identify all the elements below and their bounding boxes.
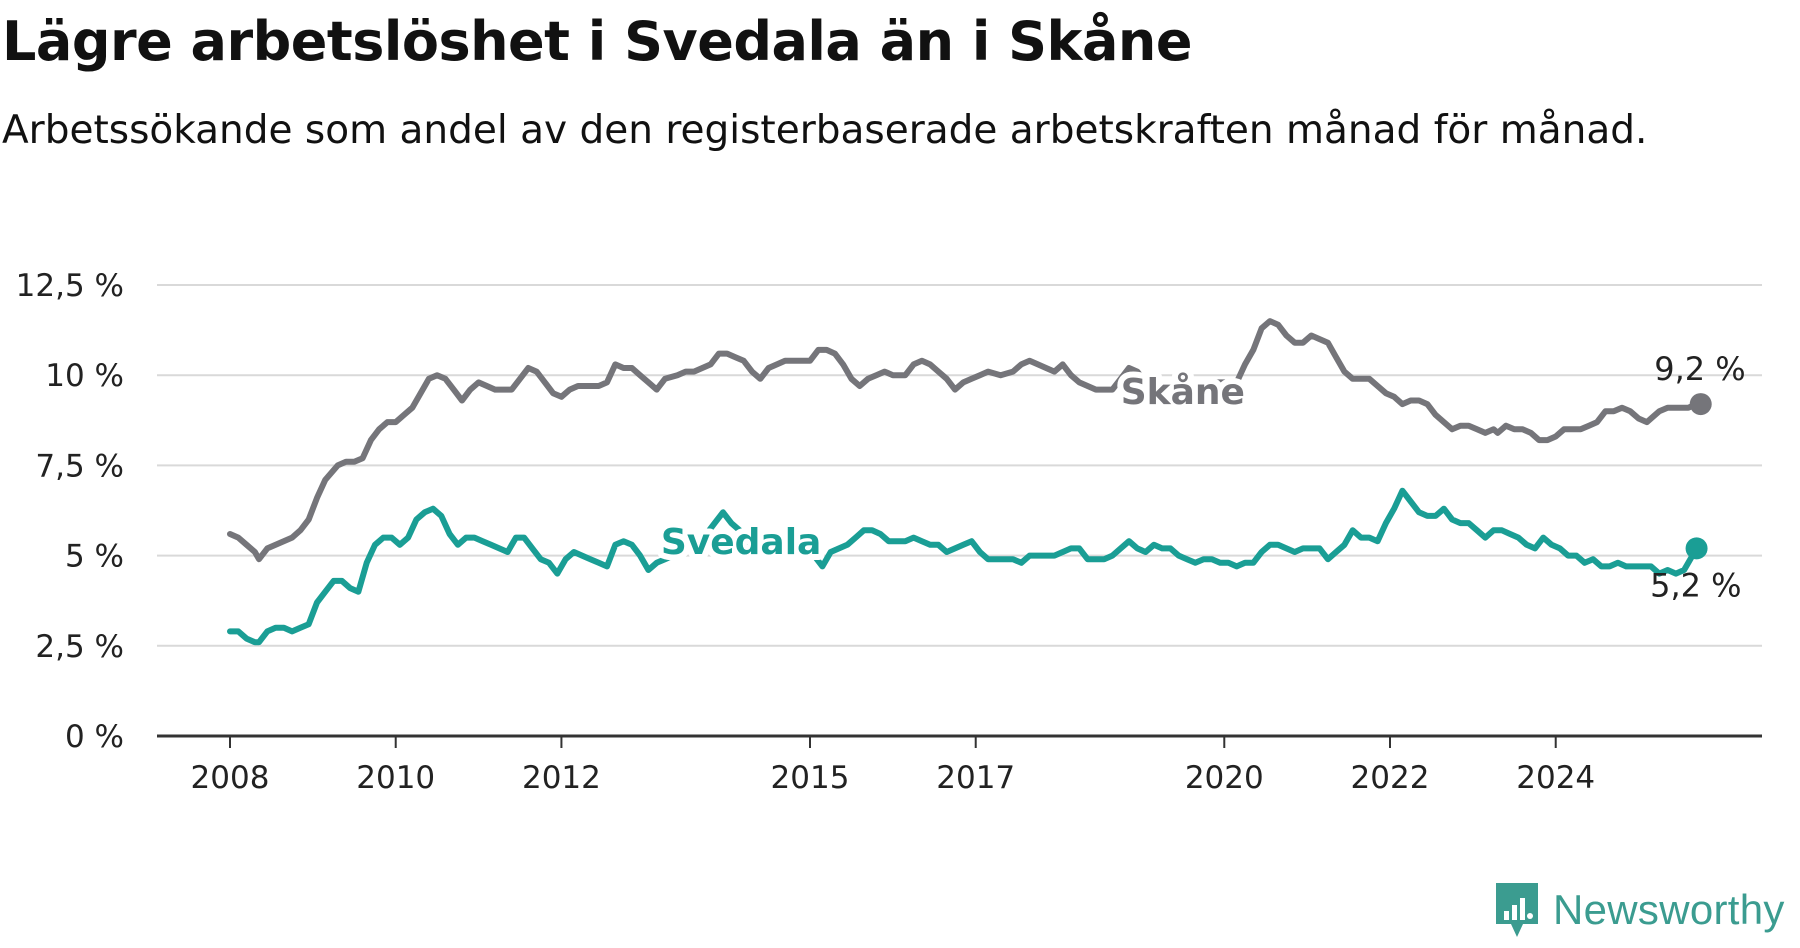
series-labels: Skåne Svedala 9,2 % 5,2 % [655,350,1746,604]
x-tick-label: 2017 [936,760,1015,796]
y-tick-label: 10 % [45,358,124,394]
x-tick-label: 2020 [1185,760,1264,796]
x-tick-label: 2022 [1351,760,1430,796]
y-tick-label: 12,5 % [16,268,124,304]
series-end-marker [1689,393,1712,416]
chart-title: Lägre arbetslöshet i Svedala än i Skåne [2,10,1192,73]
x-tick-label: 2008 [191,760,270,796]
series-line-skne [227,318,1704,563]
x-tick-label: 2024 [1516,760,1595,796]
brand[interactable]: Newsworthy [1493,880,1785,940]
newsworthy-logo-icon [1496,883,1538,937]
series-end-marker [1685,537,1708,560]
x-tick-label: 2015 [771,760,850,796]
series-label-svedala: Svedala [661,522,822,563]
x-tick-label: 2010 [356,760,435,796]
y-tick-label: 2,5 % [35,629,124,665]
y-axis-ticks: 0 % 2,5 % 5 % 7,5 % 10 % 12,5 % [16,268,124,755]
chart-subtitle: Arbetssökande som andel av den registerb… [2,108,1648,153]
gridlines [157,284,1762,738]
end-value-label-svedala: 5,2 % [1650,566,1741,604]
series-label-skane: Skåne [1121,372,1245,413]
x-tick-label: 2012 [522,760,601,796]
x-axis-ticks: 2008 2010 2012 2015 2017 2020 2022 2024 [191,736,1595,796]
y-tick-label: 5 % [65,539,124,575]
series-line-svedala [227,487,1700,646]
series-lines [227,318,1712,646]
brand-name: Newsworthy [1553,886,1785,933]
end-value-label-skane: 9,2 % [1654,350,1745,388]
y-tick-label: 0 % [65,719,124,755]
y-tick-label: 7,5 % [35,448,124,484]
